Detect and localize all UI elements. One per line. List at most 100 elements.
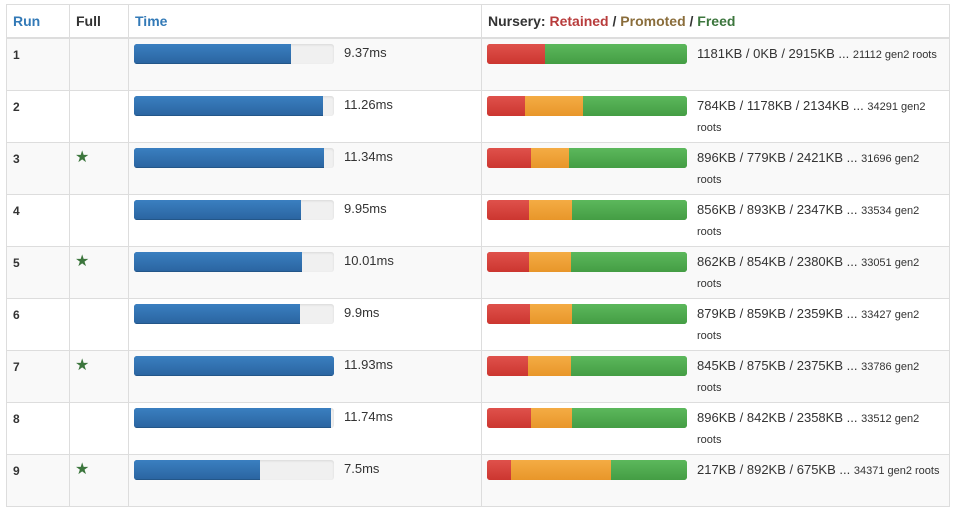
table-row: 5 ★ 10.01ms 862KB / 854KB / 2380KB ... 3305… (6, 246, 950, 299)
retained-segment (487, 148, 531, 168)
promoted-segment (528, 356, 571, 376)
star-icon: ★ (75, 461, 90, 478)
nursery-header: Nursery: Retained / Promoted / Freed (482, 13, 949, 29)
run-number-cell: 7 (6, 350, 70, 403)
retained-segment (487, 200, 529, 220)
time-cell: 10.01ms (128, 246, 482, 299)
run-number: 5 (13, 256, 20, 270)
nursery-cell: 784KB / 1178KB / 2134KB ... 34291 gen2 r… (481, 90, 950, 143)
nursery-bar (487, 304, 687, 324)
time-bar (134, 200, 334, 220)
time-cell: 9.9ms (128, 298, 482, 351)
time-value: 11.26ms (344, 97, 393, 112)
freed-segment (582, 96, 687, 116)
time-cell: 11.74ms (128, 402, 482, 455)
run-number-cell: 3 (6, 142, 70, 195)
table-body: 1 9.37ms 1181KB / 0KB / 2915KB ... 21112 g… (6, 37, 950, 507)
nursery-summary: 896KB / 779KB / 2421KB ... 31696 gen2 ro… (697, 148, 943, 190)
retained-segment (487, 356, 529, 376)
nursery-cell: 1181KB / 0KB / 2915KB ... 21112 gen2 roo… (481, 37, 950, 91)
promoted-segment (529, 252, 571, 272)
nursery-summary: 856KB / 893KB / 2347KB ... 33534 gen2 ro… (697, 200, 943, 242)
nursery-summary: 896KB / 842KB / 2358KB ... 33512 gen2 ro… (697, 408, 943, 450)
table-row: 9 ★ 7.5ms 217KB / 892KB / 675KB ... 34371 g… (6, 454, 950, 507)
promoted-segment (525, 96, 583, 116)
run-number: 8 (13, 412, 20, 426)
nursery-cell: 896KB / 842KB / 2358KB ... 33512 gen2 ro… (481, 402, 950, 455)
nursery-summary: 1181KB / 0KB / 2915KB ... 21112 gen2 roo… (697, 44, 943, 65)
time-cell: 11.93ms (128, 350, 482, 403)
time-bar-fill (134, 252, 302, 272)
run-number: 7 (13, 360, 20, 374)
promoted-segment (530, 408, 572, 428)
gen2-roots: 33534 gen2 roots (697, 205, 920, 238)
time-cell: 7.5ms (128, 454, 482, 507)
gen2-roots: 34371 gen2 roots (853, 465, 940, 477)
nursery-bar (487, 200, 687, 220)
gen2-roots: 33786 gen2 roots (697, 361, 920, 394)
retained-segment (487, 44, 545, 64)
full-cell (69, 298, 129, 351)
time-bar (134, 96, 334, 116)
full-cell: ★ (69, 454, 129, 507)
nursery-bar (487, 44, 687, 64)
time-cell: 9.95ms (128, 194, 482, 247)
gen2-roots: 33427 gen2 roots (697, 309, 920, 342)
run-header-label[interactable]: Run (13, 13, 41, 29)
run-number-cell: 1 (6, 37, 70, 91)
star-icon: ★ (75, 149, 90, 166)
nursery-sizes: 879KB / 859KB / 2359KB ... (697, 306, 858, 321)
nursery-cell: 217KB / 892KB / 675KB ... 34371 gen2 roo… (481, 454, 950, 507)
time-value: 7.5ms (344, 461, 380, 476)
run-number-cell: 9 (6, 454, 70, 507)
time-bar (134, 460, 334, 480)
nursery-bar (487, 96, 687, 116)
nursery-bar (487, 460, 687, 480)
nursery-column-header: Nursery: Retained / Promoted / Freed (481, 4, 950, 39)
time-value: 11.34ms (344, 149, 393, 164)
time-value: 11.93ms (344, 357, 393, 372)
freed-segment (572, 200, 687, 220)
retained-segment (487, 304, 530, 324)
full-cell (69, 194, 129, 247)
run-number: 6 (13, 308, 20, 322)
freed-segment (568, 148, 687, 168)
freed-segment (544, 44, 687, 64)
run-number: 3 (13, 152, 20, 166)
full-cell: ★ (69, 142, 129, 195)
promoted-segment (511, 460, 612, 480)
retained-segment (487, 408, 531, 428)
run-number-cell: 8 (6, 402, 70, 455)
time-header-label[interactable]: Time (135, 13, 168, 29)
time-bar-fill (134, 356, 334, 376)
time-cell: 9.37ms (128, 37, 482, 91)
full-cell (69, 37, 129, 91)
gen2-roots: 33051 gen2 roots (697, 257, 920, 290)
retained-segment (487, 460, 512, 480)
time-bar-fill (134, 44, 292, 64)
freed-segment (571, 304, 687, 324)
gen2-roots: 21112 gen2 roots (852, 49, 937, 61)
table-row: 7 ★ 11.93ms 845KB / 875KB / 2375KB ... 3378… (6, 350, 950, 403)
time-bar (134, 44, 334, 64)
nursery-sizes: 1181KB / 0KB / 2915KB ... (697, 46, 850, 61)
legend-retained: Retained (549, 13, 609, 29)
gen2-roots: 33512 gen2 roots (697, 413, 920, 446)
nursery-cell: 879KB / 859KB / 2359KB ... 33427 gen2 ro… (481, 298, 950, 351)
table-row: 3 ★ 11.34ms 896KB / 779KB / 2421KB ... 3169… (6, 142, 950, 195)
nursery-summary: 845KB / 875KB / 2375KB ... 33786 gen2 ro… (697, 356, 943, 398)
freed-segment (571, 356, 687, 376)
time-value: 9.9ms (344, 305, 380, 320)
time-bar-fill (134, 148, 325, 168)
full-cell: ★ (69, 350, 129, 403)
star-icon: ★ (75, 357, 90, 374)
time-column-header[interactable]: Time (128, 4, 482, 39)
retained-segment (487, 252, 530, 272)
run-number-cell: 2 (6, 90, 70, 143)
run-column-header[interactable]: Run (6, 4, 70, 39)
full-header-label: Full (76, 13, 101, 29)
nursery-bar (487, 408, 687, 428)
table-row: 4 9.95ms 856KB / 893KB / 2347KB ... 33534 … (6, 194, 950, 247)
time-value: 11.74ms (344, 409, 393, 424)
full-cell: ★ (69, 246, 129, 299)
